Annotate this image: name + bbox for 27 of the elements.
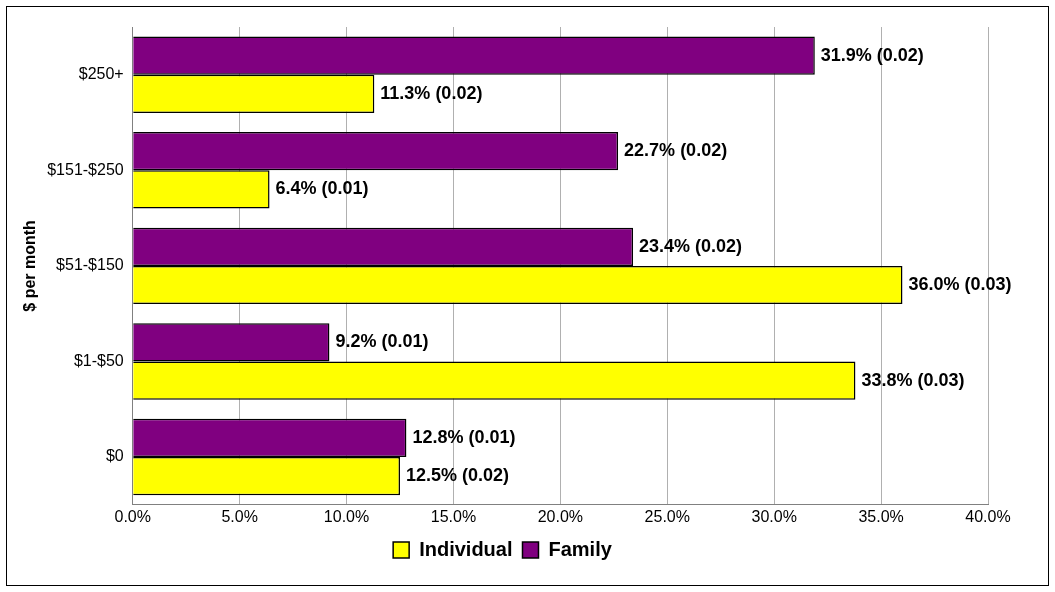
legend-label: Family [548,537,613,560]
y-tick-label: $1-$50 [73,351,124,369]
data-label: 23.4% (0.02) [639,235,743,256]
x-tick-label: 20.0% [537,507,584,525]
y-tick-label: $151-$250 [47,160,124,178]
x-tick-label: 40.0% [965,507,1011,525]
y-tick-label: $0 [105,447,124,465]
y-tick-label: $51-$150 [56,256,124,274]
x-tick-label: 35.0% [858,507,904,525]
x-tick-label: 25.0% [644,507,690,525]
legend-label: Individual [419,537,513,560]
x-tick-label: 15.0% [430,507,477,525]
x-tick-label: 10.0% [323,507,370,525]
y-tick-label: $250+ [78,65,124,83]
data-label: 31.9% (0.02) [820,44,924,65]
data-label: 11.3% (0.02) [380,82,483,103]
data-label: 12.8% (0.01) [412,426,516,447]
data-label: 9.2% (0.01) [335,331,429,352]
data-label: 36.0% (0.03) [908,273,1012,294]
data-label: 6.4% (0.01) [275,178,369,199]
x-tick-label: 5.0% [221,507,258,525]
data-label: 12.5% (0.02) [405,465,510,486]
x-tick-label: 0.0% [114,507,151,525]
data-label: 33.8% (0.03) [861,369,965,390]
data-label: 22.7% (0.02) [624,140,728,161]
x-tick-label: 30.0% [751,507,797,525]
y-axis-title: $ per month [21,220,39,312]
